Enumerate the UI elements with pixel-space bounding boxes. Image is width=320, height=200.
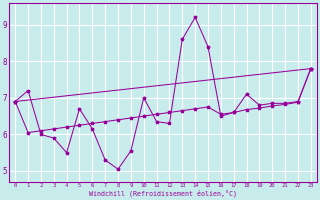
X-axis label: Windchill (Refroidissement éolien,°C): Windchill (Refroidissement éolien,°C) <box>89 190 237 197</box>
